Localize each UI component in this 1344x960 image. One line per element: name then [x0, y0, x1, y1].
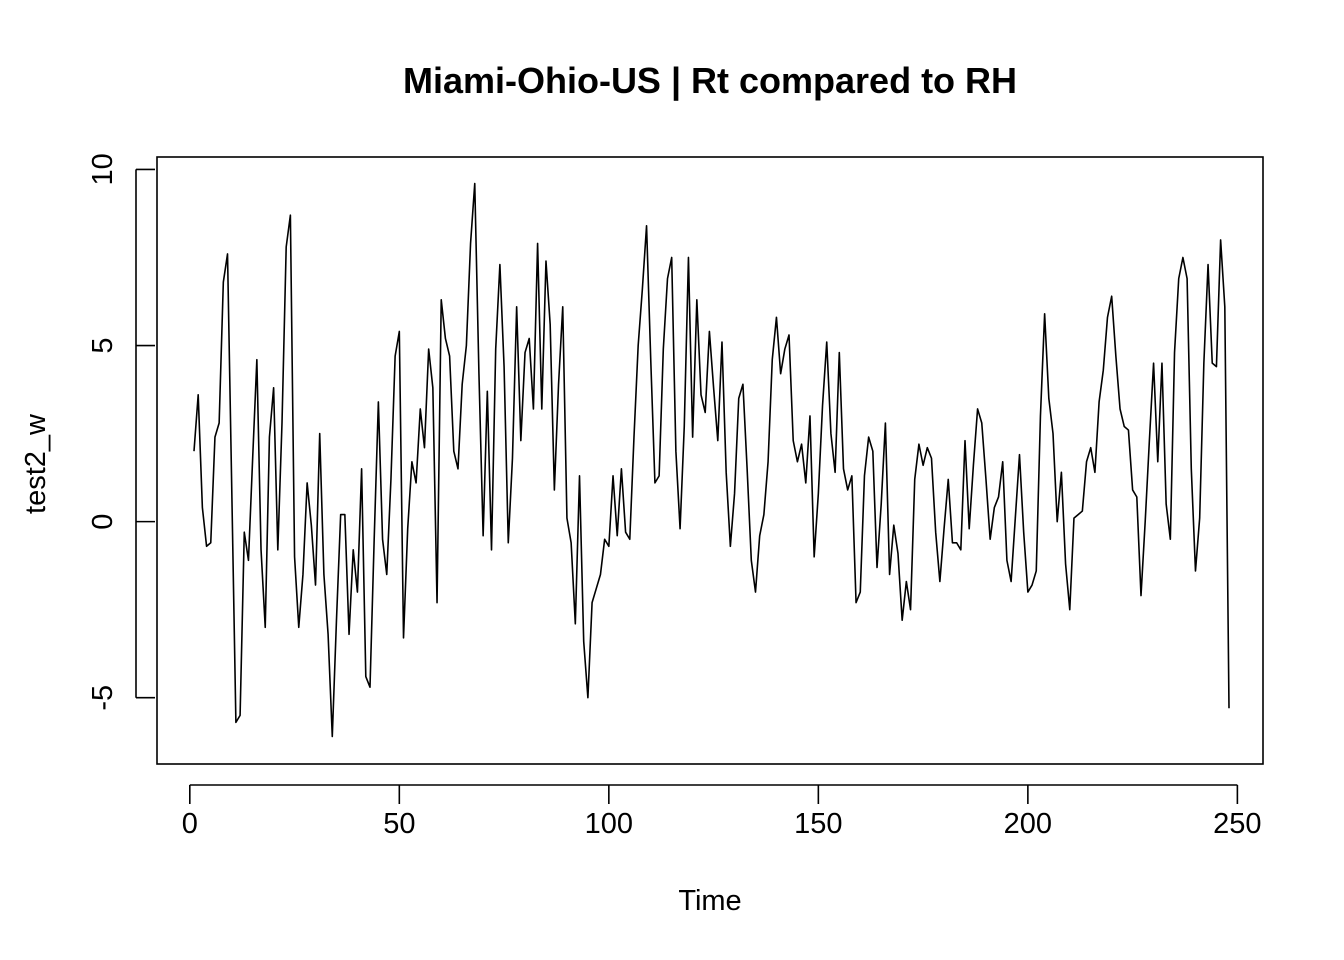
x-tick-label: 50	[383, 808, 415, 840]
series-line	[193, 182, 1230, 738]
y-tick-label: 5	[87, 337, 119, 353]
x-axis: 0 50 100 150 200 250	[182, 784, 1262, 840]
y-axis: -5 0 5 10	[87, 153, 155, 711]
x-axis-label: Time	[678, 885, 741, 917]
x-tick-label: 200	[1004, 808, 1052, 840]
x-tick-label: 150	[794, 808, 842, 840]
series-layer	[193, 182, 1230, 738]
y-tick-label: 0	[87, 514, 119, 530]
x-tick-label: 100	[585, 808, 633, 840]
y-tick-label: 10	[87, 153, 119, 185]
y-tick-label: -5	[87, 685, 119, 711]
chart-title: Miami-Ohio-US | Rt compared to RH	[403, 60, 1017, 102]
y-axis-label: test2_w	[20, 413, 52, 514]
x-tick-label: 0	[182, 808, 198, 840]
x-tick-label: 250	[1213, 808, 1261, 840]
plot-frame	[156, 156, 1264, 765]
